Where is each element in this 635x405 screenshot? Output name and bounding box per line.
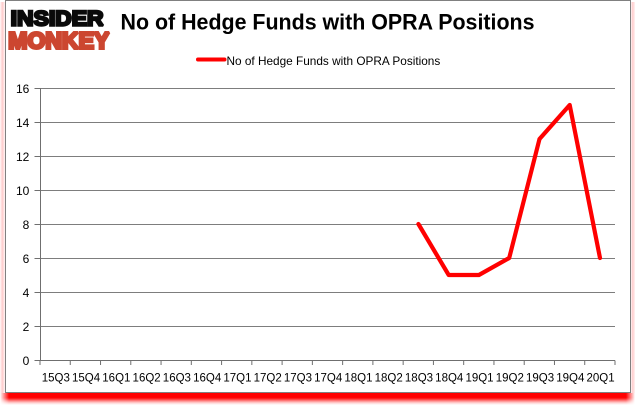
- svg-text:No of Hedge Funds with OPRA Po: No of Hedge Funds with OPRA Positions: [227, 54, 441, 68]
- svg-text:No of Hedge Funds with OPRA Po: No of Hedge Funds with OPRA Positions: [121, 10, 535, 35]
- svg-text:19Q2: 19Q2: [496, 373, 524, 385]
- svg-text:16Q2: 16Q2: [133, 373, 161, 385]
- svg-text:16Q1: 16Q1: [102, 373, 130, 385]
- svg-text:18Q4: 18Q4: [435, 373, 464, 385]
- svg-text:18Q3: 18Q3: [405, 373, 433, 385]
- svg-text:INSIDER: INSIDER: [11, 6, 104, 30]
- svg-text:4: 4: [23, 286, 30, 300]
- svg-text:17Q2: 17Q2: [254, 373, 282, 385]
- svg-text:0: 0: [23, 354, 30, 368]
- svg-text:17Q1: 17Q1: [223, 373, 251, 385]
- svg-text:18Q2: 18Q2: [375, 373, 403, 385]
- svg-text:17Q3: 17Q3: [284, 373, 312, 385]
- svg-text:MONKEY: MONKEY: [8, 28, 109, 54]
- svg-text:10: 10: [16, 184, 30, 198]
- svg-text:19Q3: 19Q3: [526, 373, 554, 385]
- svg-text:17Q4: 17Q4: [314, 373, 343, 385]
- svg-text:18Q1: 18Q1: [344, 373, 372, 385]
- svg-text:16Q3: 16Q3: [163, 373, 191, 385]
- svg-text:15Q3: 15Q3: [42, 373, 70, 385]
- svg-text:6: 6: [23, 252, 30, 266]
- svg-text:8: 8: [23, 218, 30, 232]
- svg-text:20Q1: 20Q1: [586, 373, 614, 385]
- svg-text:19Q1: 19Q1: [465, 373, 493, 385]
- svg-text:15Q4: 15Q4: [72, 373, 101, 385]
- svg-text:16: 16: [16, 82, 30, 96]
- svg-text:12: 12: [16, 150, 30, 164]
- svg-text:2: 2: [23, 320, 30, 334]
- svg-text:16Q4: 16Q4: [193, 373, 222, 385]
- svg-text:19Q4: 19Q4: [556, 373, 585, 385]
- svg-text:14: 14: [16, 116, 30, 130]
